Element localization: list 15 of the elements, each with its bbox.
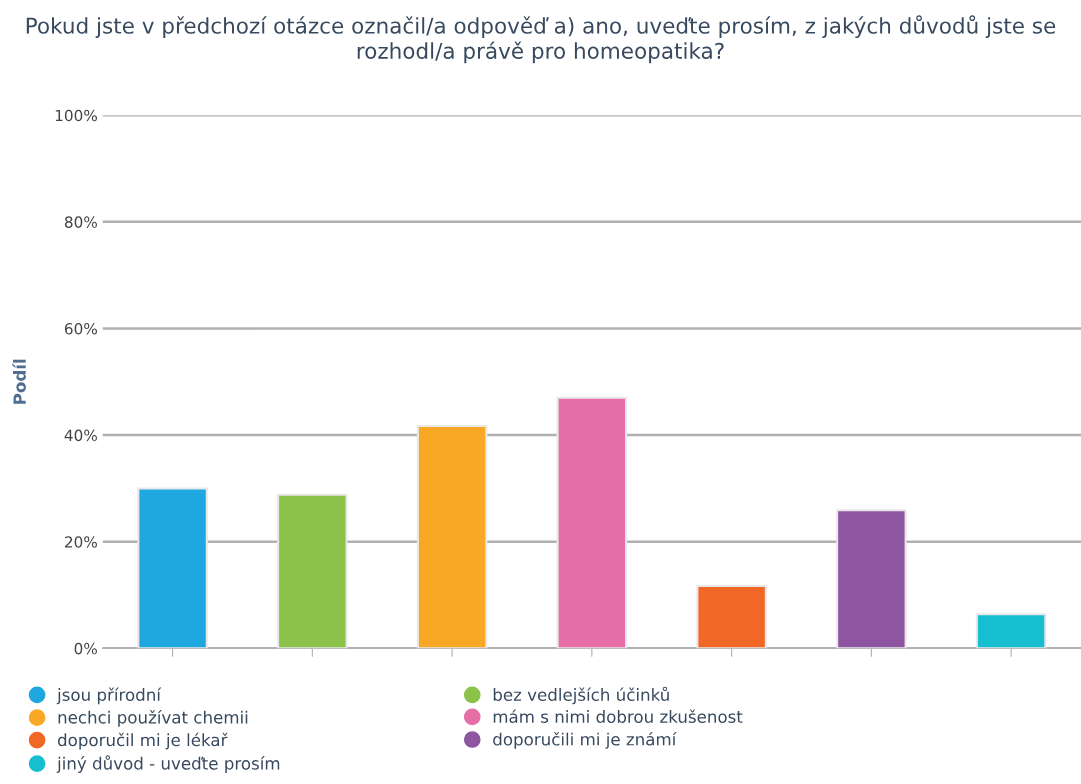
legend-label: doporučil mi je lékař xyxy=(57,732,228,750)
legend-label: jiný důvod - uveďte prosím xyxy=(56,755,280,773)
legend-label: bez vedlejších účinků xyxy=(493,686,669,705)
chart-title: Pokud jste v předchozí otázce označil/a odpověď a) ano, uveďte prosím, z jakých důvodů jste se rozhodl/a právě pro homeopatika? xyxy=(26,15,1056,64)
legend-label: doporučili mi je známí xyxy=(493,732,677,749)
y-tick-label: 80% xyxy=(64,216,97,228)
y-tick-label: 100% xyxy=(55,109,97,122)
legend-label: jsou přírodní xyxy=(56,687,162,705)
y-tick-label: 20% xyxy=(65,536,97,548)
y-tick-label: 0% xyxy=(74,642,97,655)
y-tick-label: 40% xyxy=(64,429,97,442)
legend-label: mám s nimi dobrou zkušenost xyxy=(493,709,743,723)
legend-label: nechci používat chemii xyxy=(58,710,248,727)
y-axis-title: Podíl xyxy=(12,359,26,404)
y-tick-label: 60% xyxy=(64,322,97,335)
